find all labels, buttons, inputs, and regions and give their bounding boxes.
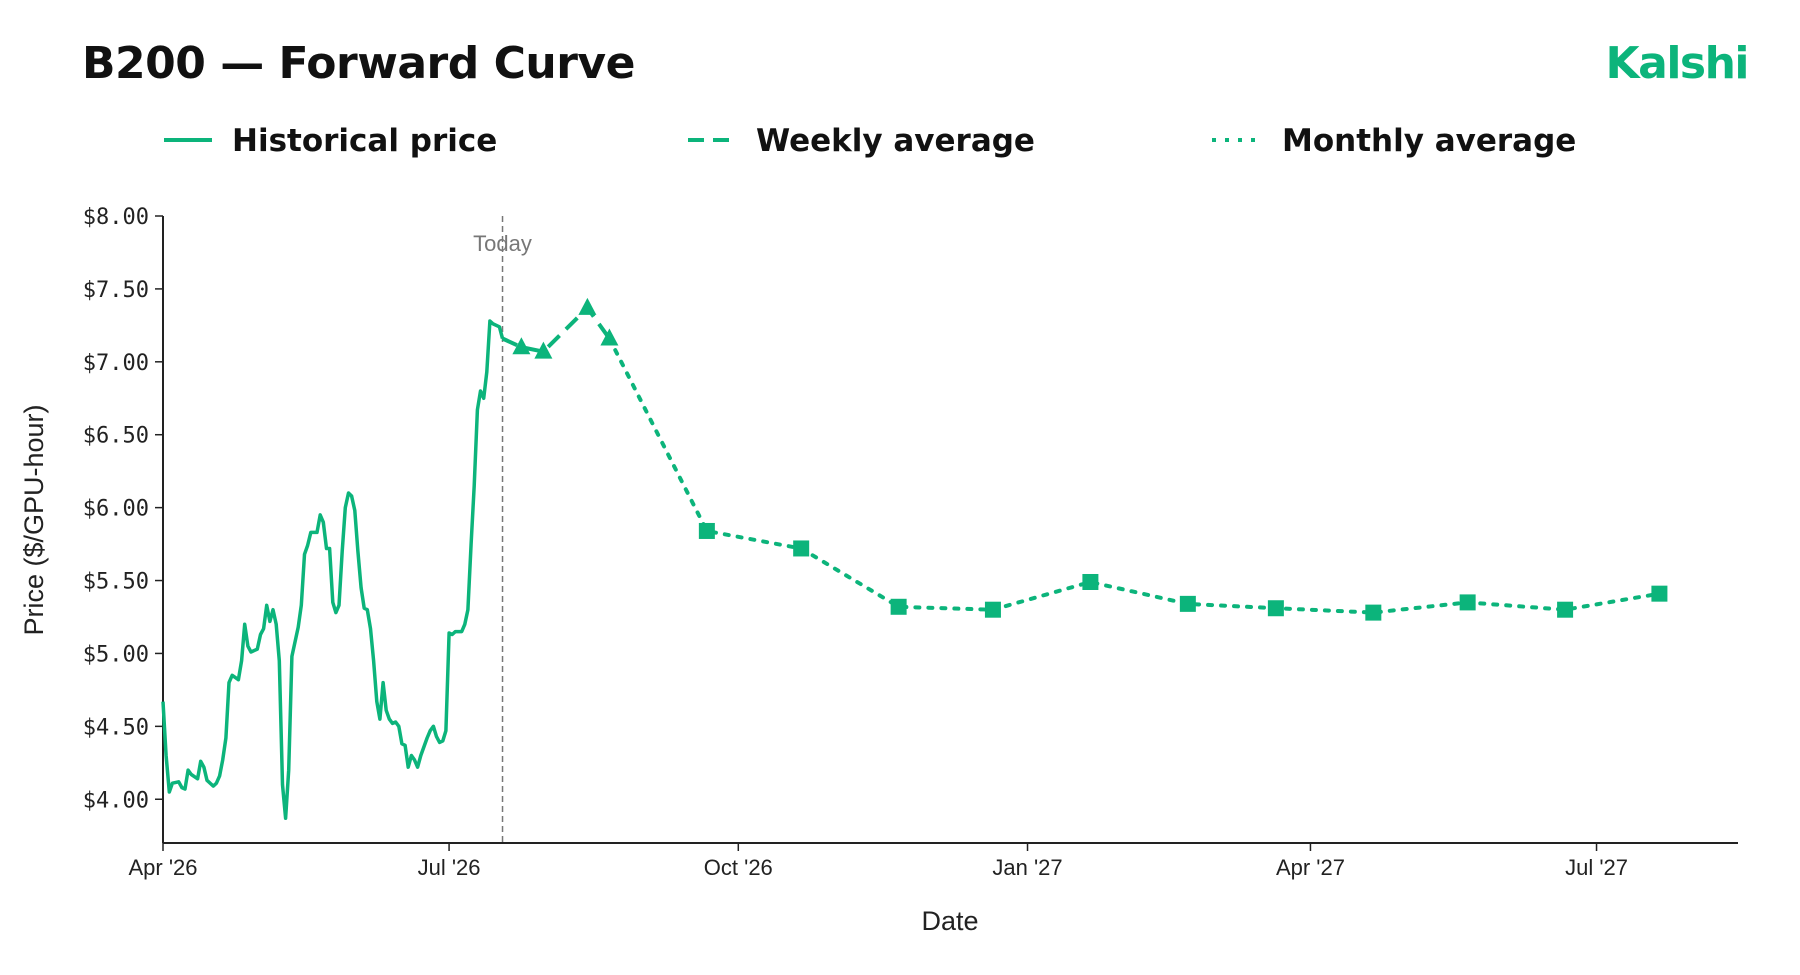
series-line-dotted — [607, 336, 1662, 615]
x-tick-label: Jan '27 — [992, 855, 1062, 880]
today-marker: Today — [473, 216, 532, 843]
weekly-marker — [578, 297, 597, 315]
y-tick-label: $8.00 — [83, 205, 149, 230]
x-tick-label: Oct '26 — [704, 855, 773, 880]
monthly-marker — [793, 540, 810, 557]
x-tick-label: Apr '27 — [1276, 855, 1345, 880]
monthly-marker — [890, 598, 907, 615]
legend-label-historical: Historical price — [232, 123, 497, 159]
monthly-marker — [1557, 601, 1574, 618]
monthly-marker — [1267, 600, 1284, 617]
series-line-dashed — [501, 305, 612, 354]
legend-item-weekly[interactable]: Weekly average — [688, 123, 1035, 159]
kalshi-logo: Kalshi — [1605, 38, 1750, 89]
monthly-marker — [984, 601, 1001, 618]
legend-item-monthly[interactable]: Monthly average — [1212, 123, 1576, 159]
y-tick-label: $7.00 — [83, 351, 149, 376]
x-tick-label: Apr '26 — [128, 855, 197, 880]
legend: Historical price Weekly average Monthly … — [164, 123, 1576, 159]
today-label: Today — [473, 231, 532, 256]
series-line-solid — [161, 319, 505, 820]
axes: $4.00 $4.50 $5.00 $5.50 $6.00 $6.50 $7.00 $7.50… — [83, 205, 1738, 880]
legend-label-weekly: Weekly average — [756, 123, 1035, 159]
y-tick-label: $4.00 — [83, 788, 149, 813]
x-tick-label: Jul '26 — [418, 855, 481, 880]
monthly-marker — [1365, 604, 1382, 621]
series-dashed — [501, 297, 619, 359]
series-solid — [161, 319, 505, 820]
y-tick-label: $7.50 — [83, 278, 149, 303]
x-tick-label: Jul '27 — [1565, 855, 1628, 880]
legend-item-historical[interactable]: Historical price — [164, 123, 497, 159]
series — [161, 297, 1668, 820]
series-dotted — [607, 336, 1668, 621]
y-tick-label: $5.50 — [83, 570, 149, 595]
legend-label-monthly: Monthly average — [1282, 123, 1576, 159]
weekly-marker — [512, 337, 531, 355]
weekly-marker — [534, 341, 553, 359]
monthly-marker — [1459, 594, 1476, 611]
monthly-marker — [1082, 573, 1099, 590]
y-tick-label: $6.50 — [83, 424, 149, 449]
y-tick-label: $4.50 — [83, 715, 149, 740]
monthly-marker — [1651, 585, 1668, 602]
monthly-marker — [698, 522, 715, 539]
chart-title: B200 — Forward Curve — [82, 38, 635, 89]
y-tick-label: $5.00 — [83, 642, 149, 667]
y-tick-label: $6.00 — [83, 497, 149, 522]
y-axis-label: Price ($/GPU-hour) — [19, 404, 49, 635]
x-axis-label: Date — [921, 906, 978, 936]
monthly-marker — [1179, 595, 1196, 612]
